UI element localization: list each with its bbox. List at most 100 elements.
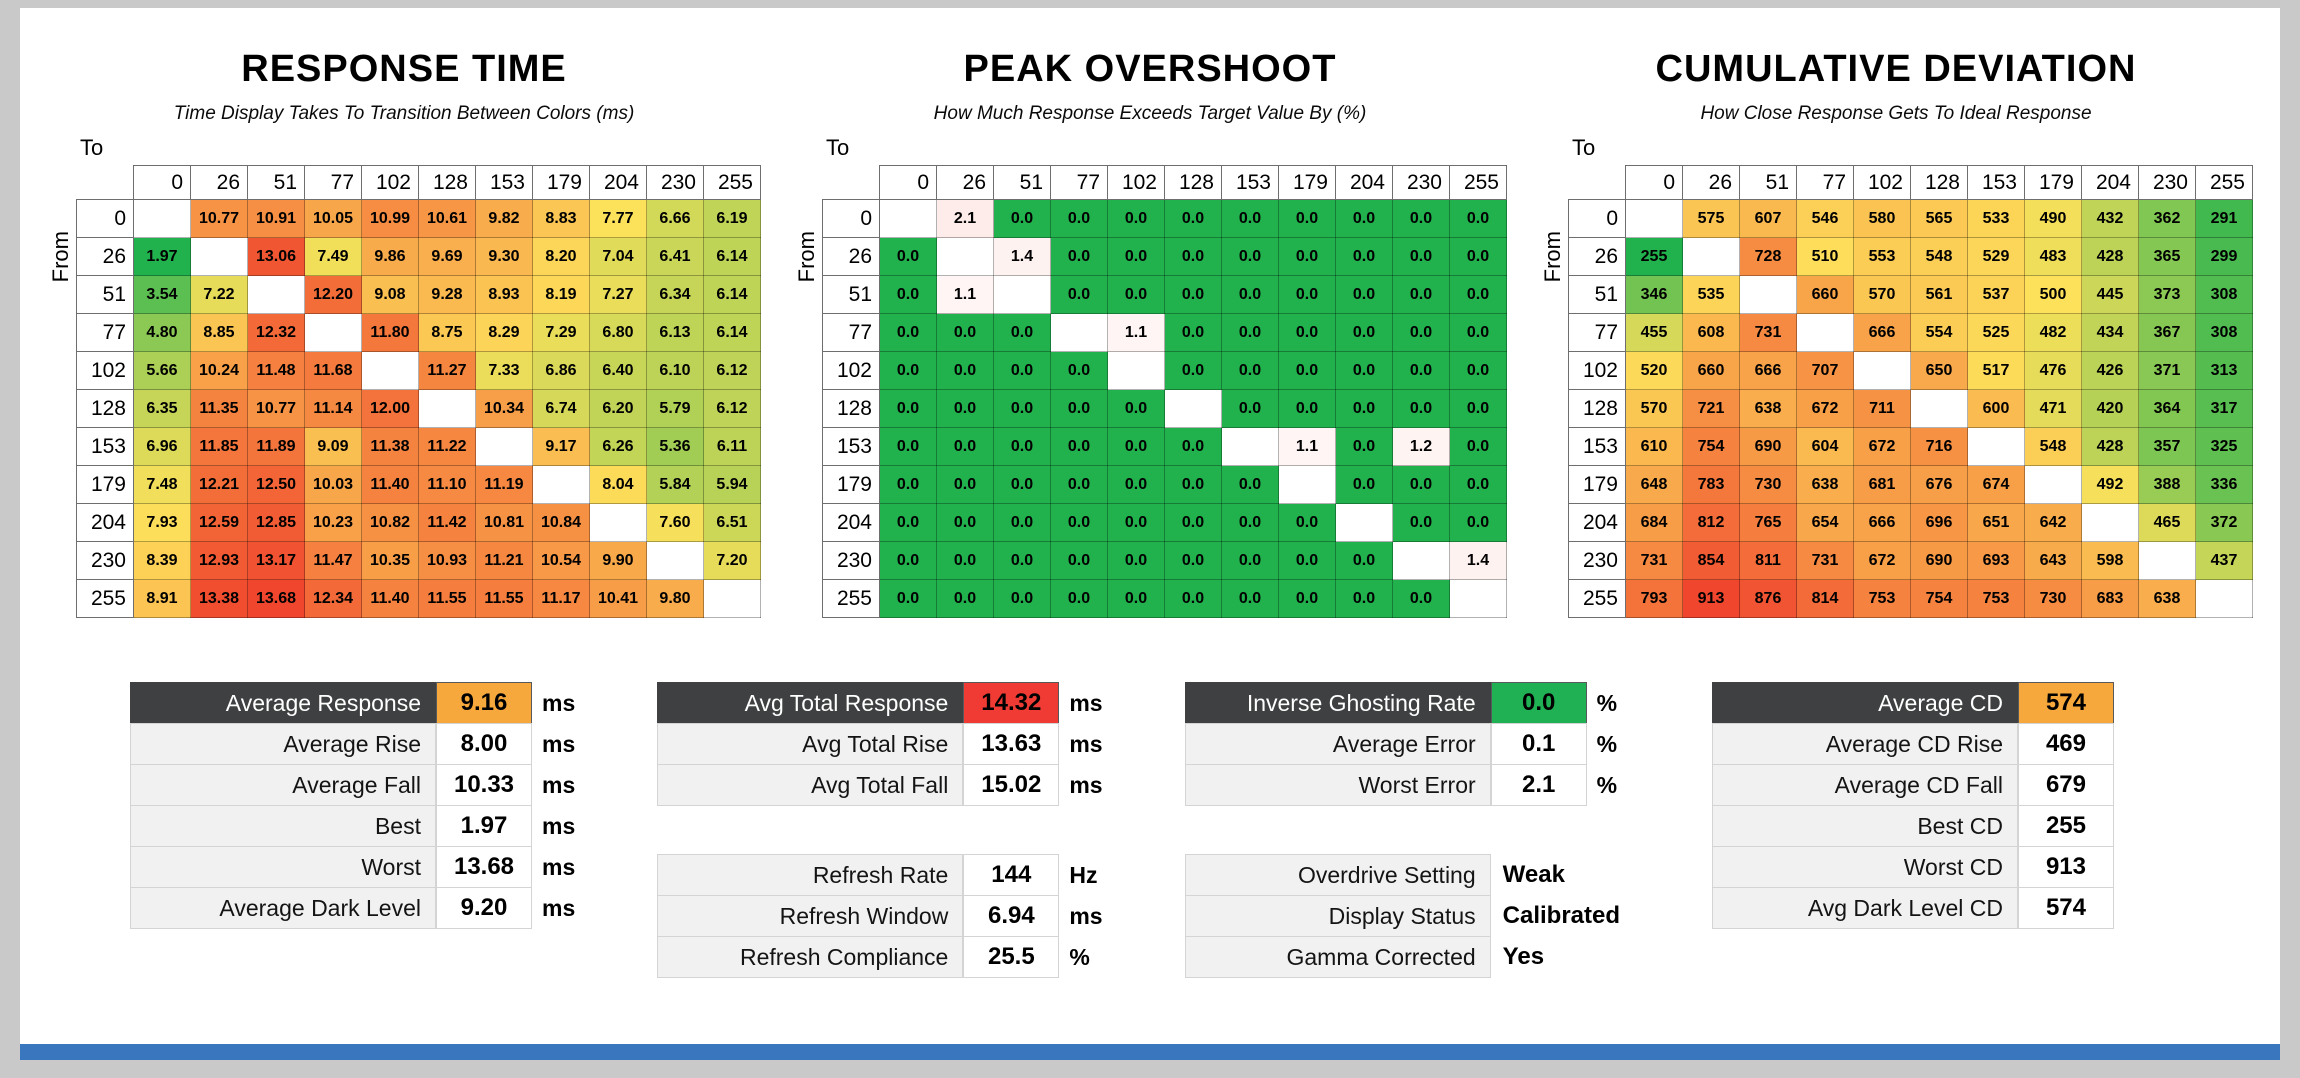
matrix-cell: 9.69 [418,237,476,276]
summary-label: Avg Dark Level CD [1711,887,2018,929]
matrix-cell: 0.0 [1050,237,1108,276]
summary-value: 9.20 [436,887,532,929]
to-column-header: 230 [1392,165,1450,200]
matrix-cell: 388 [2138,465,2196,504]
matrix-row: 179 648 783 730 638 681 676 674 492 388 336 [1568,465,2253,504]
matrix-cell: 12.00 [361,389,419,428]
matrix-cell: 0.0 [1278,389,1336,428]
matrix-cell: 0.0 [1335,579,1393,618]
to-axis-label: To [826,135,850,160]
matrix-row: 179 7.48 12.21 12.50 10.03 11.40 11.10 11.19 8.0… [76,465,761,504]
matrix-cell: 6.10 [646,351,704,390]
matrix-cell: 0.0 [1221,275,1279,314]
matrix-cell: 12.21 [190,465,248,504]
from-row-header: 102 [1568,351,1626,390]
to-column-header: 26 [936,165,994,200]
summary-label: Avg Total Response [657,682,964,724]
matrix-cell: 255 [1625,237,1683,276]
response-time-subtitle: Time Display Takes To Transition Between… [173,103,635,124]
matrix-cell: 8.04 [589,465,647,504]
matrix-cell: 525 [1967,313,2025,352]
matrix-diagonal-cell [1221,427,1279,466]
matrix-row: 255 0.0 0.0 0.0 0.0 0.0 0.0 0.0 0.0 0.0 0.0 [822,579,1507,618]
matrix-cell: 638 [1739,389,1797,428]
from-row-header: 51 [76,275,134,314]
heatmap-section: RESPONSE TIME Time Display Takes To Tran… [20,8,2280,618]
matrix-row: 255 793 913 876 814 753 754 753 730 683 638 [1568,579,2253,618]
from-row-header: 77 [76,313,134,352]
matrix-diagonal-cell [1967,427,2025,466]
summary-row: Average Fall 10.33 ms [130,764,594,806]
matrix-cell: 0.0 [1221,503,1279,542]
summary-label: Best CD [1711,805,2018,847]
summary-unit: % [1596,771,1618,798]
matrix-cell: 654 [1796,503,1854,542]
matrix-row: 26 0.0 1.4 0.0 0.0 0.0 0.0 0.0 0.0 0.0 0.0 [822,237,1507,276]
matrix-corner [77,166,134,200]
matrix-cell: 690 [1910,541,1968,580]
summary-value: Calibrated [1502,902,1621,929]
matrix-row: 0 10.77 10.91 10.05 10.99 10.61 9.82 8.83 7.77 6.… [76,199,761,238]
from-row-header: 26 [822,237,880,276]
matrix-cell: 10.35 [361,541,419,580]
summary-row: Overdrive Setting Weak [1184,854,1649,896]
from-row-header: 128 [1568,389,1626,428]
matrix-cell: 357 [2138,427,2196,466]
matrix-cell: 10.41 [589,579,647,618]
matrix-row: 0 2.1 0.0 0.0 0.0 0.0 0.0 0.0 0.0 0.0 0.0 [822,199,1507,238]
matrix-cell: 529 [1967,237,2025,276]
matrix-cell: 570 [1853,275,1911,314]
summary-unit: ms [1069,730,1103,757]
matrix-cell: 299 [2195,237,2253,276]
from-row-header: 179 [1568,465,1626,504]
matrix-cell: 0.0 [1221,237,1279,276]
to-column-header: 51 [1739,165,1797,200]
matrix-diagonal-cell [936,237,994,276]
matrix-cell: 520 [1625,351,1683,390]
matrix-cell: 426 [2081,351,2139,390]
matrix-cell: 570 [1625,389,1683,428]
matrix-cell: 0.0 [1335,389,1393,428]
matrix-cell: 638 [1796,465,1854,504]
summary-label: Refresh Window [657,895,964,937]
matrix-cell: 651 [1967,503,2025,542]
summary-unit: ms [542,771,576,798]
matrix-cell: 11.27 [418,351,476,390]
matrix-corner [823,166,880,200]
matrix-cell: 6.86 [532,351,590,390]
from-row-header: 179 [76,465,134,504]
summary-label: Average Error [1184,723,1491,765]
matrix-cell: 684 [1625,503,1683,542]
matrix-cell: 0.0 [1164,237,1222,276]
matrix-diagonal-cell [1449,579,1507,618]
matrix-cell: 554 [1910,313,1968,352]
matrix-cell: 11.40 [361,465,419,504]
matrix-diagonal-cell [1739,275,1797,314]
matrix-cell: 660 [1796,275,1854,314]
matrix-cell: 672 [1796,389,1854,428]
matrix-cell: 6.51 [703,503,761,542]
to-column-header: 179 [532,165,590,200]
summary-row: Gamma Corrected Yes [1184,936,1649,978]
from-row-header: 26 [1568,237,1626,276]
matrix-cell: 731 [1625,541,1683,580]
matrix-cell: 0.0 [936,541,994,580]
results-panel: RESPONSE TIME Time Display Takes To Tran… [20,8,2280,1060]
matrix-cell: 0.0 [1164,351,1222,390]
matrix-cell: 7.60 [646,503,704,542]
from-row-header: 255 [822,579,880,618]
matrix-cell: 0.0 [1449,503,1507,542]
cumulative-deviation-matrix-area: To From 0 26 51 77 102 128 153 179 204 230 255 0 575… [1538,135,2254,618]
summary-row: Avg Total Rise 13.63 ms [657,723,1121,765]
matrix-cell: 6.74 [532,389,590,428]
matrix-cell: 0.0 [1335,465,1393,504]
matrix-diagonal-cell [304,313,362,352]
summary-label: Gamma Corrected [1184,936,1491,978]
matrix-cell: 11.10 [418,465,476,504]
matrix-cell: 690 [1739,427,1797,466]
matrix-cell: 0.0 [1107,389,1165,428]
matrix-cell: 308 [2195,275,2253,314]
matrix-row: 230 8.39 12.93 13.17 11.47 10.35 10.93 11.21 10.… [76,541,761,580]
matrix-row: 102 5.66 10.24 11.48 11.68 11.27 7.33 6.86 6.40 6… [76,351,761,390]
summary-label: Best [130,805,436,847]
